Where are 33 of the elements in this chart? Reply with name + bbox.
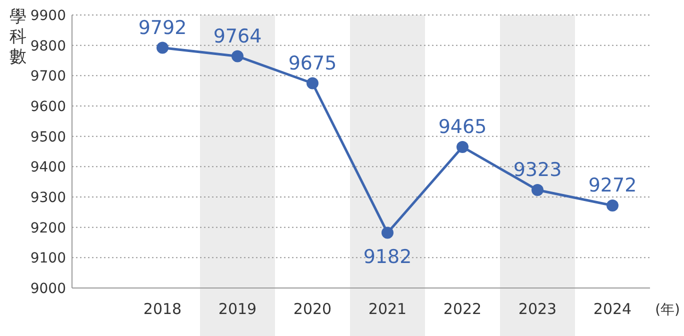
data-label: 9272: [588, 174, 637, 196]
y-tick-label: 9000: [30, 281, 66, 297]
point: [606, 199, 618, 212]
data-label: 9323: [513, 159, 562, 182]
data-label: 9764: [213, 25, 262, 48]
y-tick-label: 9900: [30, 8, 66, 24]
x-tick-label: 2024: [593, 300, 632, 318]
point: [456, 140, 468, 153]
y-tick-label: 9200: [30, 220, 66, 236]
x-tick-label: 2021: [368, 300, 407, 318]
x-axis-title: (年): [655, 302, 680, 318]
y-tick-label: 9500: [30, 129, 66, 146]
data-label: 9675: [288, 52, 337, 74]
x-tick-label: 2020: [293, 300, 332, 318]
x-tick-label: 2018: [143, 300, 182, 318]
y-tick-label: 9800: [30, 38, 66, 54]
y-tick-label: 9300: [30, 190, 66, 206]
point: [156, 42, 168, 54]
y-tick-label: 9100: [30, 250, 66, 267]
point: [306, 77, 318, 90]
y-tick-label: 9700: [30, 68, 66, 85]
point: [382, 226, 394, 239]
data-label: 9182: [363, 246, 412, 268]
point: [232, 50, 244, 62]
x-tick-label: 2019: [218, 300, 257, 318]
y-axis-title: 學科數: [10, 7, 26, 67]
point: [532, 184, 544, 196]
x-tick-label: 2023: [518, 300, 557, 318]
data-label: 9465: [438, 116, 487, 138]
data-label: 9792: [138, 16, 187, 39]
y-tick-label: 9400: [30, 160, 66, 176]
y-tick-label: 9600: [30, 99, 66, 115]
x-tick-label: 2022: [443, 300, 482, 318]
